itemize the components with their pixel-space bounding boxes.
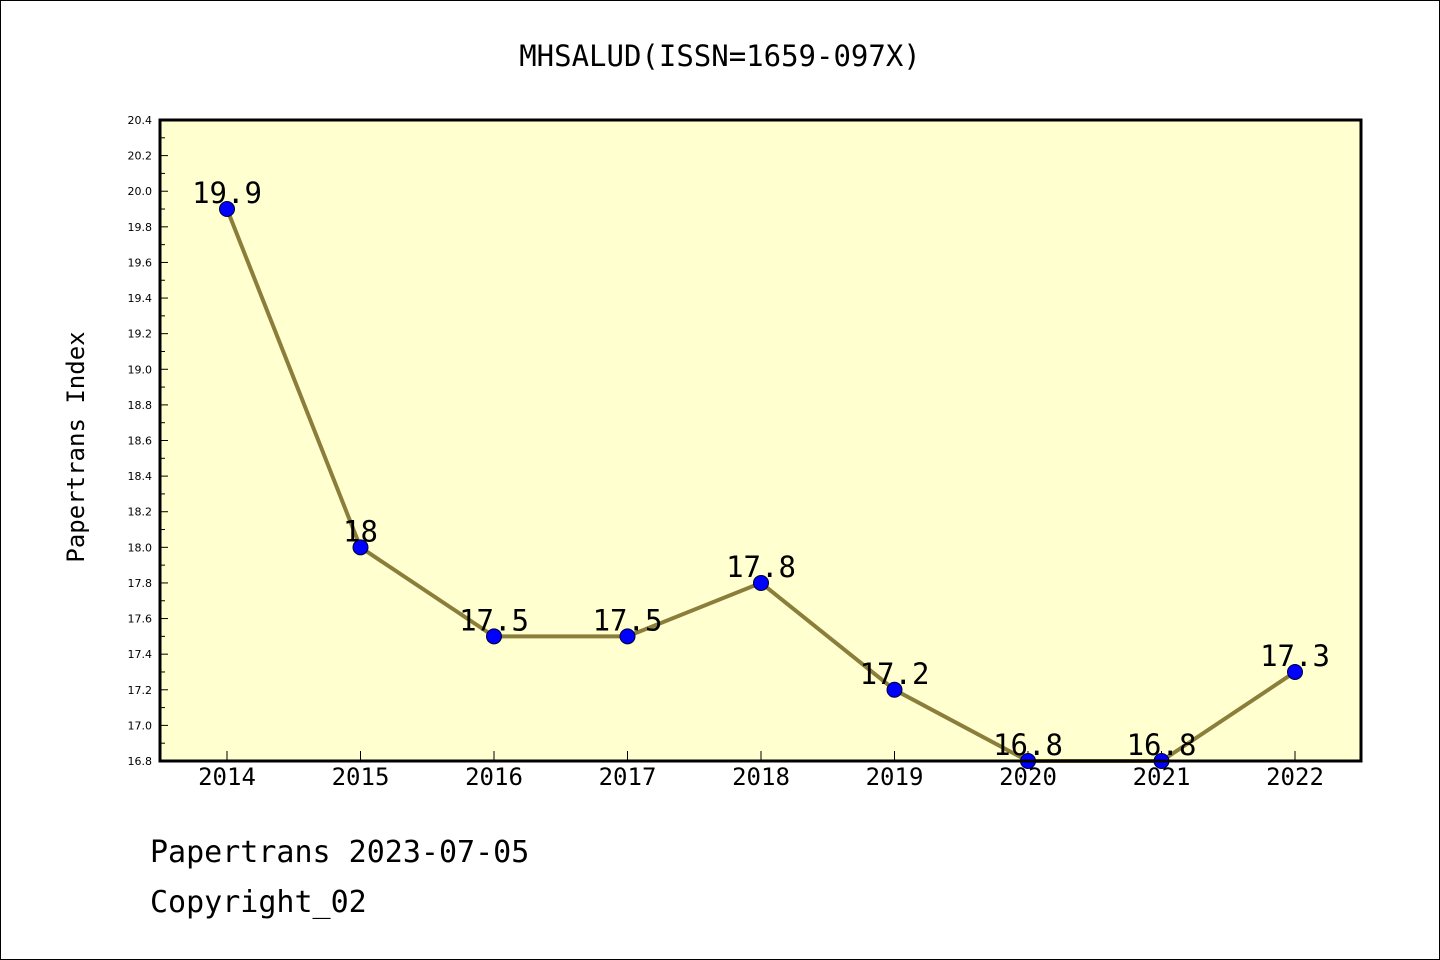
x-tick-label: 2015 [332,763,390,791]
data-point [1287,663,1303,680]
data-labels: 19.9 18 17.5 17.5 17.8 17.2 16.8 16.8 17.3 [192,176,1330,762]
y-tick-label: 18.6 [128,435,153,448]
y-tick-label: 18.0 [128,541,153,554]
data-label: 18 [343,514,378,548]
y-tick-label: 19.6 [128,256,153,269]
data-label: 17.5 [459,603,529,637]
y-tick-label: 17.4 [128,648,153,661]
y-tick-label: 16.8 [128,755,153,768]
x-tick-label: 2019 [866,763,924,791]
y-tick-label: 19.0 [128,363,153,376]
data-label: 19.9 [192,176,262,210]
footer-copyright: Copyright_02 [150,885,367,920]
y-tick-label: 17.6 [128,613,153,626]
footer-date: Papertrans 2023-07-05 [150,835,530,870]
x-tick-label: 2017 [599,763,657,791]
data-point [352,539,369,556]
data-label: 17.5 [593,603,663,637]
chart-title: MHSALUD(ISSN=1659-097X) [519,39,921,73]
data-point [753,574,769,591]
data-markers [219,201,1303,769]
y-tick-label: 17.0 [128,719,153,732]
plot-area [160,120,1361,761]
data-point [486,628,502,645]
y-tick-label: 19.2 [128,328,153,341]
y-tick-label: 20.0 [128,185,153,198]
data-label: 16.8 [993,728,1063,762]
data-point [219,201,235,218]
y-tick-label: 17.2 [128,684,153,697]
y-tick-label: 20.4 [128,114,153,127]
y-tick-label: 18.2 [128,506,153,519]
data-label: 17.3 [1260,639,1330,673]
y-tick-label: 18.8 [128,399,153,412]
y-axis-label: Papertrans Index [62,331,90,562]
data-label: 17.2 [860,657,930,691]
x-tick-label: 2014 [198,763,256,791]
x-tick-label: 2018 [732,763,790,791]
plot-border [158,118,1363,763]
y-tick-label: 19.8 [128,221,153,234]
x-tick-label: 2016 [465,763,523,791]
data-label: 16.8 [1127,728,1197,762]
y-tick-label: 18.4 [128,470,153,483]
x-tick-label: 2022 [1266,763,1324,791]
y-tick-label: 19.4 [128,292,153,305]
data-label: 17.8 [726,550,796,584]
data-point [886,681,903,698]
data-point [619,628,636,645]
y-tick-label: 17.8 [128,577,153,590]
y-tick-label: 20.2 [128,150,153,163]
